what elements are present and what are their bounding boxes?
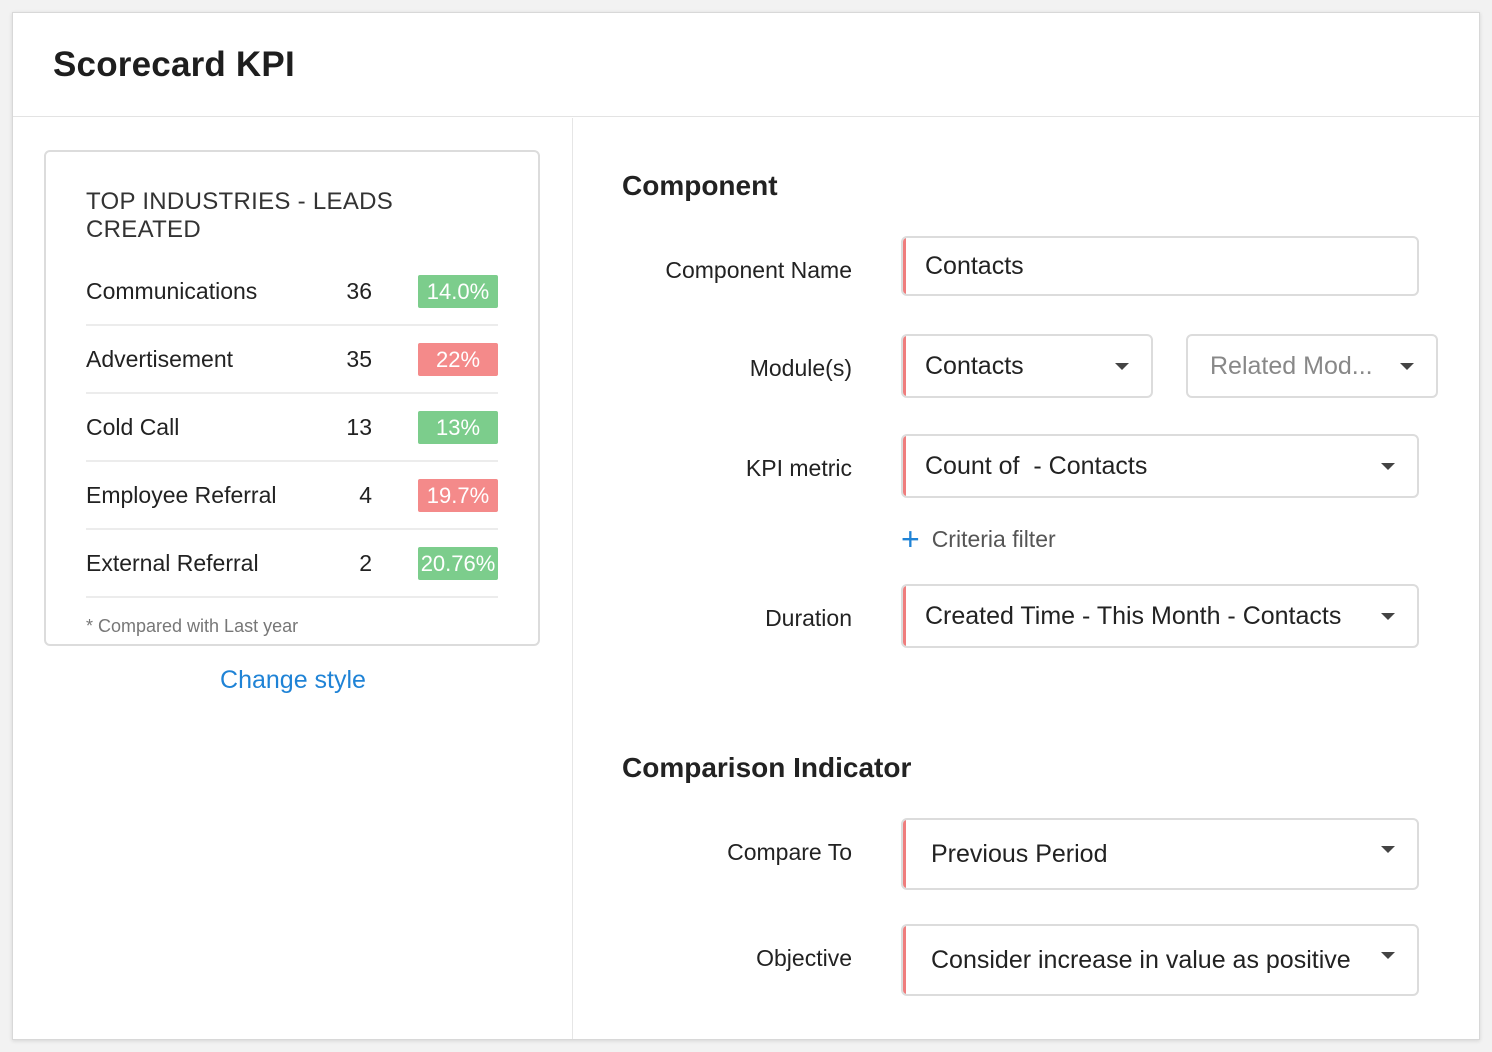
settings-panel: Component Component Name Contacts Module… [574, 118, 1479, 1039]
dialog-header: Scorecard KPI [13, 13, 1479, 117]
objective-select[interactable]: Consider increase in value as positive [901, 924, 1419, 996]
component-section-title: Component [622, 170, 778, 201]
change-badge: 19.7% [418, 478, 498, 512]
page-title: Scorecard KPI [53, 44, 295, 84]
industry-name: Employee Referral [86, 481, 277, 508]
change-style-link[interactable]: Change style [220, 666, 366, 694]
criteria-filter-label: Criteria filter [931, 525, 1056, 552]
related-module-select[interactable]: Related Mod... [1186, 334, 1438, 398]
criteria-filter-button[interactable]: + Criteria filter [901, 523, 1056, 555]
lead-count: 35 [346, 345, 372, 372]
chevron-down-icon [1381, 952, 1395, 959]
scorecard-kpi-dialog: Scorecard KPI TOP INDUSTRIES - LEADS CRE… [12, 12, 1480, 1040]
preview-panel: TOP INDUSTRIES - LEADS CREATED Communica… [13, 118, 573, 1039]
change-badge: 14.0% [418, 274, 498, 308]
compare-to-select[interactable]: Previous Period [901, 818, 1419, 890]
lead-count: 36 [346, 277, 372, 304]
objective-label: Objective [756, 945, 852, 971]
component-name-input[interactable]: Contacts [901, 236, 1419, 296]
chevron-down-icon [1381, 846, 1395, 853]
industry-name: Advertisement [86, 345, 234, 372]
change-badge: 13% [418, 410, 498, 444]
chevron-down-icon [1400, 363, 1414, 370]
table-row: Employee Referral 4 19.7% [86, 462, 498, 530]
related-module-placeholder: Related Mod... [1210, 351, 1373, 380]
duration-label: Duration [765, 605, 852, 631]
lead-count: 4 [359, 481, 372, 508]
preview-rows: Communications 36 14.0% Advertisement 35 22% C… [86, 258, 498, 598]
table-row: External Referral 2 20.76% [86, 530, 498, 598]
kpi-metric-label: KPI metric [745, 455, 852, 481]
scorecard-preview-card: TOP INDUSTRIES - LEADS CREATED Communica… [44, 150, 540, 646]
component-name-value: Contacts [925, 251, 1024, 280]
chevron-down-icon [1381, 463, 1395, 470]
component-name-label: Component Name [665, 257, 852, 283]
duration-value: Created Time - This Month - Contacts [925, 601, 1342, 630]
module-value: Contacts [925, 351, 1024, 380]
table-row: Cold Call 13 13% [86, 394, 498, 462]
module-select[interactable]: Contacts [901, 334, 1153, 398]
chevron-down-icon [1381, 613, 1395, 620]
modules-label: Module(s) [749, 355, 852, 381]
change-badge: 22% [418, 342, 498, 376]
objective-value: Consider increase in value as positive [931, 945, 1351, 974]
industry-name: External Referral [86, 549, 259, 576]
chevron-down-icon [1115, 363, 1129, 370]
compare-to-value: Previous Period [931, 839, 1108, 868]
change-badge: 20.76% [418, 546, 498, 580]
lead-count: 2 [359, 549, 372, 576]
duration-select[interactable]: Created Time - This Month - Contacts [901, 584, 1419, 648]
preview-title: TOP INDUSTRIES - LEADS CREATED [86, 188, 394, 243]
table-row: Advertisement 35 22% [86, 326, 498, 394]
table-row: Communications 36 14.0% [86, 258, 498, 326]
industry-name: Cold Call [86, 413, 180, 440]
kpi-metric-value: Count of - Contacts [925, 451, 1148, 480]
industry-name: Communications [86, 277, 258, 304]
plus-icon: + [901, 521, 920, 557]
compare-to-label: Compare To [727, 839, 852, 865]
preview-footnote: * Compared with Last year [86, 616, 299, 636]
lead-count: 13 [346, 413, 372, 440]
kpi-metric-select[interactable]: Count of - Contacts [901, 434, 1419, 498]
comparison-section-title: Comparison Indicator [622, 752, 912, 783]
